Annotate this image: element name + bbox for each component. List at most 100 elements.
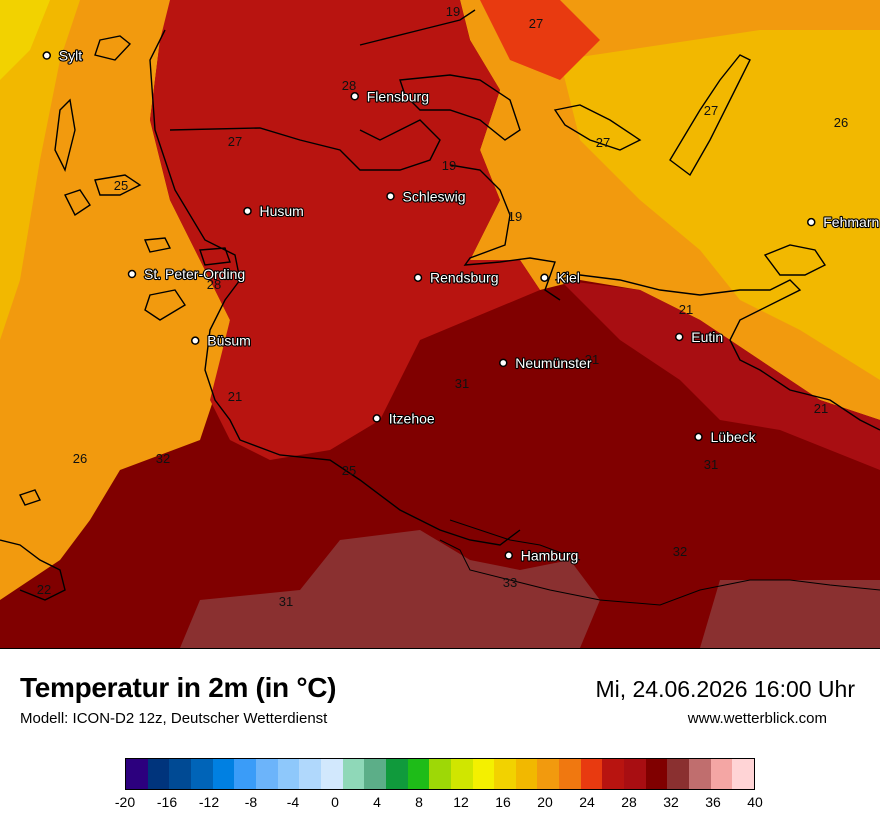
colorbar-segment [645, 759, 668, 789]
city-markers: Sylt Flensburg Schleswig Husum St. Peter-Ord… [42, 46, 880, 565]
city-marker: Itzehoe [372, 409, 436, 428]
isotherm-label: 19 [508, 209, 522, 224]
city-dot [127, 269, 137, 279]
city-marker: Lübeck [694, 428, 758, 446]
city-marker: Schleswig [386, 187, 467, 205]
city-marker: St. Peter-Ording [127, 265, 246, 283]
temperature-colorbar [125, 758, 755, 790]
isotherm-label: 27 [228, 134, 242, 149]
colorbar-segment [537, 759, 560, 789]
colorbar-tick-label: -4 [286, 794, 300, 810]
isotherm-label: 21 [679, 302, 693, 317]
colorbar-tick-label: 0 [331, 794, 339, 810]
isotherm-label: 25 [114, 178, 128, 193]
isotherm-label: 31 [455, 376, 469, 391]
isotherm-labels: 19 27 28 27 27 26 27 19 19 25 28 21 31 31 21 21 26 32 25 31… [37, 4, 848, 609]
temp-field-north-sea-far-west [0, 0, 80, 340]
city-dot [504, 551, 513, 560]
model-info: Modell: ICON-D2 12z, Deutscher Wetterdie… [20, 710, 328, 727]
temp-field-north-sea-west [0, 0, 230, 600]
city-marker: Fehmarn [807, 213, 880, 231]
city-label: Neumünster [515, 355, 592, 371]
forecast-datetime: Mi, 24.06.2026 16:00 Uhr [595, 676, 855, 702]
map-footer: Temperatur in 2m (in °C) Modell: ICON-D2… [0, 648, 880, 830]
colorbar-tick-label: -12 [198, 794, 220, 810]
colorbar-ticks: -20 -16 -12 -8 -4 0 4 8 12 16 20 24 28 32 36 40 [115, 794, 763, 814]
colorbar-segment [212, 759, 235, 789]
city-label: Itzehoe [389, 410, 435, 426]
city-label: Schleswig [403, 188, 466, 204]
temp-field-south-hot [180, 530, 600, 648]
city-dot [540, 273, 549, 282]
city-dot [191, 336, 200, 345]
city-label: Kiel [557, 270, 580, 286]
colorbar-segment [710, 759, 733, 789]
colorbar-segment [234, 759, 256, 789]
isotherm-label: 26 [73, 451, 87, 466]
temp-field-southeast-hot [700, 580, 880, 648]
colorbar-tick-label: 28 [621, 794, 637, 810]
city-marker: Husum [243, 202, 305, 220]
isotherm-label: 25 [342, 463, 356, 478]
city-marker: Büsum [191, 332, 252, 350]
isotherm-label: 33 [503, 575, 517, 590]
colorbar-segment [299, 759, 321, 789]
colorbar-segment [559, 759, 581, 789]
city-marker: Rendsburg [413, 269, 500, 287]
isotherm-label: 28 [342, 78, 356, 93]
colorbar-segment [277, 759, 300, 789]
colorbar-segment [580, 759, 603, 789]
isotherm-label: 31 [585, 352, 599, 367]
colorbar-segment [450, 759, 473, 789]
colorbar-tick-label: 20 [537, 794, 553, 810]
isotherm-label: 27 [704, 103, 718, 118]
city-label: Eutin [691, 329, 723, 345]
city-label: Husum [260, 203, 304, 219]
colorbar-tick-label: 12 [453, 794, 469, 810]
colorbar-segment [667, 759, 690, 789]
city-label: Flensburg [367, 88, 429, 104]
colorbar-segment [624, 759, 646, 789]
coastlines [0, 9, 880, 601]
colorbar-segment [385, 759, 408, 789]
temperature-map: 19 27 28 27 27 26 27 19 19 25 28 21 31 31 21 21 26 32 25 31… [0, 0, 880, 649]
isotherm-label: 19 [442, 158, 456, 173]
city-dot [243, 206, 252, 216]
city-marker: Sylt [42, 46, 83, 65]
isotherm-label: 26 [834, 115, 848, 130]
city-label: Fehmarn [823, 214, 879, 230]
isotherm-label: 31 [704, 457, 718, 472]
colorbar-tick-label: 24 [579, 794, 595, 810]
colorbar-tick-label: 32 [663, 794, 679, 810]
city-label: Hamburg [521, 547, 579, 563]
colorbar-tick-label: -20 [114, 794, 136, 810]
city-dot [807, 217, 816, 227]
colorbar-segment [407, 759, 430, 789]
temp-field-mainland-warm [150, 0, 540, 460]
colorbar-segment [429, 759, 451, 789]
temp-field-baltic-warm [480, 0, 600, 80]
isotherm-label: 32 [156, 451, 170, 466]
colorbar-segment [169, 759, 191, 789]
temp-field-baltic-east [560, 30, 880, 380]
temp-field-north-sea-edge [0, 0, 50, 80]
isotherm-label: 21 [814, 401, 828, 416]
website-link[interactable]: www.wetterblick.com [687, 710, 827, 727]
isotherm-label: 19 [446, 4, 460, 19]
colorbar-segment [342, 759, 365, 789]
isotherm-label: 27 [596, 135, 610, 150]
city-marker: Eutin [675, 328, 724, 346]
colorbar-segment [472, 759, 495, 789]
city-label: Rendsburg [430, 270, 499, 286]
colorbar-tick-label: 40 [747, 794, 763, 810]
city-label: Sylt [59, 48, 82, 64]
colorbar-segment [494, 759, 516, 789]
colorbar-tick-label: 16 [495, 794, 511, 810]
colorbar-tick-label: 4 [373, 794, 381, 810]
colorbar-segment [732, 759, 755, 789]
city-dot [675, 332, 684, 342]
city-label: Büsum [207, 333, 251, 349]
city-dot [413, 273, 423, 282]
temp-field-eutin-warm [560, 280, 880, 470]
isotherm-label: 22 [37, 582, 51, 597]
